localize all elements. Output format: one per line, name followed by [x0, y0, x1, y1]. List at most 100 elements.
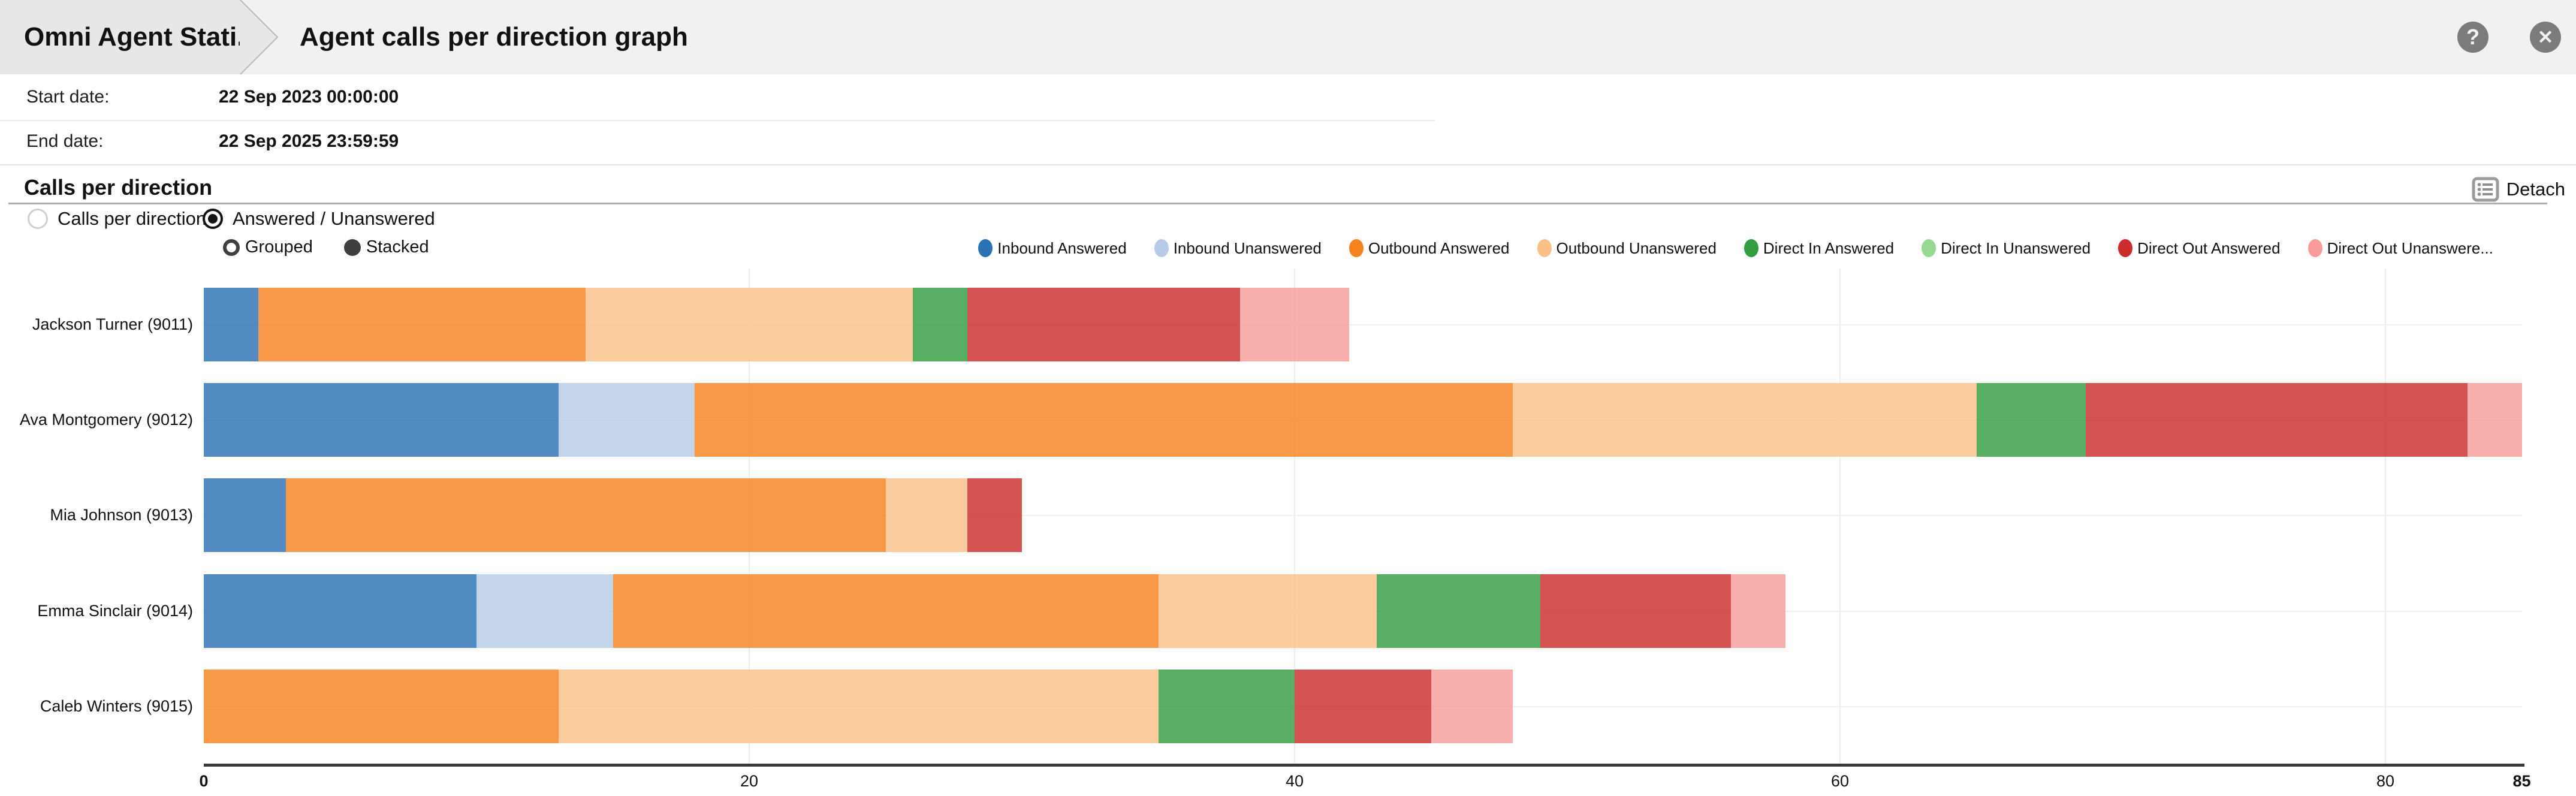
radio-answered-unanswered[interactable]: Answered / Unanswered: [203, 208, 435, 230]
gridline-x-60: [1839, 269, 1841, 764]
x-tick-label-40: 40: [1285, 772, 1304, 790]
legend-item-outbound-answered[interactable]: Outbound Answered: [1349, 239, 1510, 258]
detach-label: Detach: [2506, 179, 2565, 200]
bar-segment-inbound-answered[interactable]: [204, 574, 476, 648]
end-date-value: 22 Sep 2025 23:59:59: [219, 131, 399, 151]
help-button[interactable]: ?: [2457, 22, 2488, 53]
bar-segment-direct-out-answered[interactable]: [967, 478, 1022, 552]
bar-segment-outbound-answered[interactable]: [695, 383, 1513, 457]
legend-item-inbound-answered[interactable]: Inbound Answered: [978, 239, 1127, 258]
grouped-label: Grouped: [245, 237, 313, 257]
category-label: Jackson Turner (9011): [32, 315, 193, 333]
category-label: Ava Montgomery (9012): [19, 411, 193, 429]
category-label: Caleb Winters (9015): [40, 697, 193, 715]
section-rule: [8, 203, 2547, 204]
radio-calls-per-direction[interactable]: Calls per direction: [28, 208, 206, 230]
mode-toggles: Grouped Stacked: [223, 237, 429, 257]
bar-segment-outbound-unanswered[interactable]: [885, 478, 967, 552]
x-tick-label-0: 0: [199, 772, 209, 790]
bar-segment-direct-out-unanswered[interactable]: [2467, 383, 2522, 457]
bar-segment-direct-in-answered[interactable]: [1158, 670, 1295, 743]
legend-item-outbound-unanswered[interactable]: Outbound Unanswered: [1537, 239, 1717, 258]
help-icon: ?: [2466, 25, 2480, 49]
legend-dot-icon: [1537, 239, 1552, 257]
legend-label: Inbound Unanswered: [1173, 239, 1322, 257]
radio-on-icon: [203, 209, 223, 229]
radio-answered-unanswered-label: Answered / Unanswered: [233, 208, 435, 229]
legend-dot-icon: [2118, 239, 2133, 257]
legend-label: Direct In Unanswered: [1941, 239, 2091, 257]
bar-segment-outbound-unanswered[interactable]: [1158, 574, 1377, 648]
x-tick-label-85: 85: [2512, 772, 2531, 790]
legend-item-direct-in-unanswered[interactable]: Direct In Unanswered: [1922, 239, 2091, 258]
category-label: Emma Sinclair (9014): [37, 602, 193, 620]
legend-label: Outbound Answered: [1368, 239, 1510, 257]
bar-segment-inbound-answered[interactable]: [204, 288, 258, 361]
stacked-label: Stacked: [366, 237, 429, 257]
bar-segment-inbound-unanswered[interactable]: [476, 574, 613, 648]
legend-dot-icon: [1744, 239, 1758, 257]
breadcrumb-chevron: [0, 0, 279, 74]
chart-legend: Inbound Answered Inbound Unanswered Outbou…: [978, 237, 2493, 259]
legend-dot-icon: [2307, 239, 2322, 257]
detach-button[interactable]: Detach: [2472, 170, 2565, 209]
x-tick-label-60: 60: [1830, 772, 1850, 790]
bar-segment-outbound-unanswered[interactable]: [586, 288, 913, 361]
bar-segment-direct-in-answered[interactable]: [1976, 383, 2086, 457]
bar-segment-outbound-answered[interactable]: [285, 478, 886, 552]
radio-calls-per-direction-label: Calls per direction: [58, 208, 207, 229]
bar-segment-direct-out-answered[interactable]: [1295, 670, 1431, 743]
legend-dot-icon: [1349, 239, 1364, 257]
start-date-row: Start date: 22 Sep 2023 00:00:00: [0, 74, 1435, 121]
detach-list-icon: [2472, 177, 2499, 202]
x-axis-line: [204, 764, 2524, 767]
legend-item-direct-in-answered[interactable]: Direct In Answered: [1744, 239, 1894, 258]
bar-segment-inbound-answered[interactable]: [204, 478, 286, 552]
bar-segment-inbound-unanswered[interactable]: [558, 383, 695, 457]
date-range-panel: Start date: 22 Sep 2023 00:00:00 End dat…: [0, 74, 2576, 202]
legend-dot-icon: [1922, 239, 1936, 257]
legend-dot-icon: [1154, 239, 1169, 257]
legend-item-direct-out-answered[interactable]: Direct Out Answered: [2118, 239, 2281, 258]
panel-divider: [0, 164, 2576, 165]
toggle-grouped[interactable]: Grouped: [223, 237, 313, 257]
close-icon: ✕: [2537, 26, 2554, 48]
legend-label: Outbound Unanswered: [1556, 239, 1717, 257]
legend-label: Direct In Answered: [1763, 239, 1895, 257]
page-title: Agent calls per direction graph: [300, 22, 688, 52]
start-date-value: 22 Sep 2023 00:00:00: [219, 87, 399, 107]
legend-dot-icon: [978, 239, 993, 257]
bar-segment-direct-in-answered[interactable]: [913, 288, 967, 361]
legend-label: Direct Out Answered: [2137, 239, 2281, 257]
x-tick-label-80: 80: [2376, 772, 2395, 790]
bar-segment-direct-out-unanswered[interactable]: [1240, 288, 1349, 361]
bar-segment-outbound-unanswered[interactable]: [558, 670, 1159, 743]
gridline-x-80: [2385, 269, 2386, 764]
bar-segment-inbound-answered[interactable]: [204, 383, 559, 457]
end-date-label: End date:: [26, 131, 104, 151]
bar-segment-direct-out-answered[interactable]: [2085, 383, 2468, 457]
legend-item-direct-out-unanswered[interactable]: Direct Out Unanswere...: [2307, 239, 2493, 258]
end-date-row: End date: 22 Sep 2025 23:59:59: [0, 122, 1435, 161]
x-tick-label-20: 20: [740, 772, 759, 790]
bar-segment-outbound-answered[interactable]: [613, 574, 1159, 648]
close-button[interactable]: ✕: [2530, 22, 2561, 53]
window-header: Omni Agent Stati... Agent calls per dire…: [0, 0, 2576, 74]
bar-segment-direct-out-unanswered[interactable]: [1731, 574, 1785, 648]
bar-segment-outbound-answered[interactable]: [204, 670, 559, 743]
bar-segment-direct-out-answered[interactable]: [967, 288, 1240, 361]
bar-segment-direct-out-unanswered[interactable]: [1431, 670, 1513, 743]
breadcrumb[interactable]: Omni Agent Stati...: [24, 22, 240, 52]
bar-segment-outbound-answered[interactable]: [258, 288, 586, 361]
bar-segment-outbound-unanswered[interactable]: [1513, 383, 1977, 457]
grouped-radio-icon: [223, 239, 240, 256]
toggle-stacked[interactable]: Stacked: [343, 237, 429, 257]
bar-segment-direct-out-answered[interactable]: [1540, 574, 1731, 648]
bar-segment-direct-in-answered[interactable]: [1376, 574, 1540, 648]
legend-label: Direct Out Unanswere...: [2327, 239, 2493, 257]
legend-item-inbound-unanswered[interactable]: Inbound Unanswered: [1154, 239, 1322, 258]
stacked-radio-icon: [343, 239, 361, 256]
start-date-label: Start date:: [26, 87, 110, 107]
legend-label: Inbound Answered: [997, 239, 1127, 257]
